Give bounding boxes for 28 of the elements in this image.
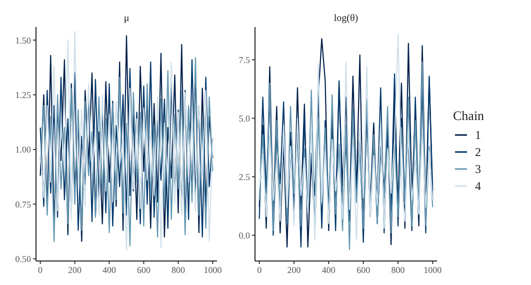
x-tick-label: 800 [171,265,186,275]
y-tick-label: 1.50 [15,35,32,46]
y-tick-label: 1.25 [15,90,32,100]
x-tick-label: 400 [322,265,336,275]
y-tick-label: 5.0 [238,113,250,124]
y-tick-label: 1.00 [15,144,32,155]
x-tick-label: 600 [136,265,151,275]
x-tick-label: 0 [38,265,44,275]
chart-title: μ [124,13,130,24]
y-tick-label: 0.0 [238,230,250,240]
legend-label: 2 [475,145,481,160]
x-tick-label: 200 [68,265,82,275]
x-tick-label: 200 [287,265,302,275]
y-tick-label: 0.75 [15,199,32,210]
y-tick-label: 7.5 [238,54,250,65]
legend-title: Chain [453,108,485,123]
x-tick-label: 1000 [424,265,442,275]
x-tick-label: 800 [391,265,406,275]
x-tick-label: 600 [356,265,371,275]
legend-label: 3 [475,162,481,176]
legend-label: 4 [475,179,481,194]
x-tick-label: 400 [102,265,117,275]
x-tick-label: 1000 [204,265,222,275]
legend-label: 1 [475,128,481,142]
y-tick-label: 0.50 [15,254,32,264]
y-tick-label: 2.5 [238,172,250,182]
x-tick-label: 0 [257,265,262,275]
chart-title: log(θ) [334,13,358,24]
